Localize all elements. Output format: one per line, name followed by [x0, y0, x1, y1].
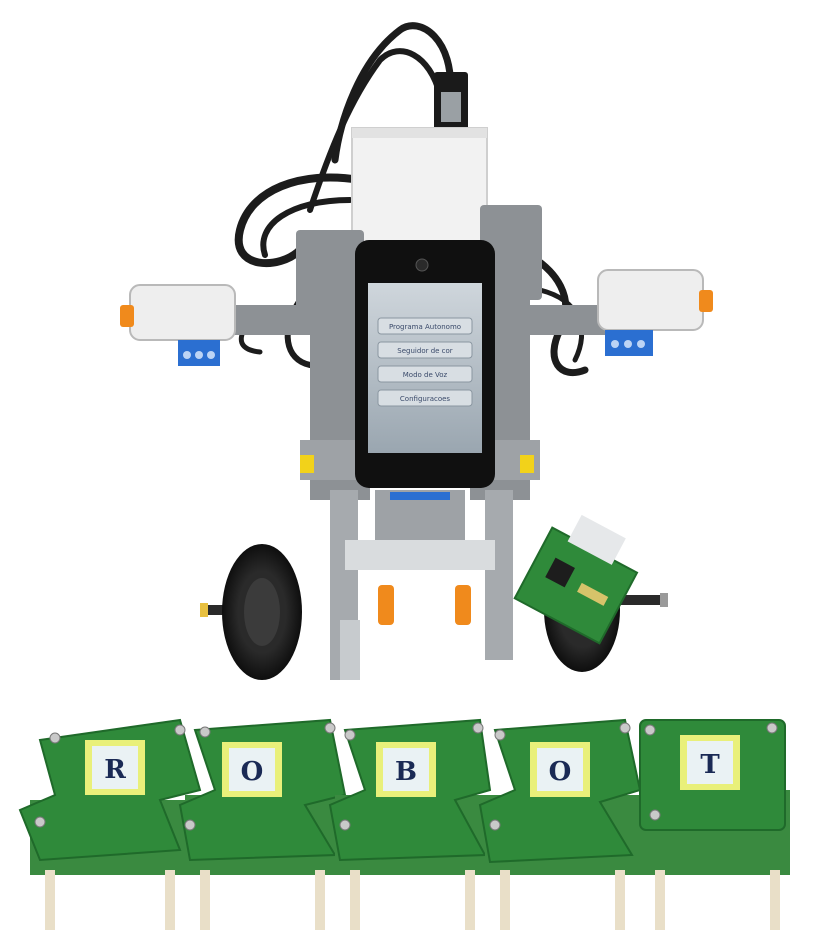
module-letter-1: R: [104, 755, 126, 785]
menu-item-1: Programa Autonomo: [389, 323, 461, 331]
module-4: O: [478, 718, 642, 930]
module-2: O: [178, 718, 347, 930]
module-5: T: [639, 719, 790, 930]
module-screws: [34, 722, 778, 831]
module-letter-5: T: [700, 750, 720, 780]
usb-plug: [434, 72, 468, 130]
menu-item-4: Configuracoes: [400, 395, 451, 403]
left-wheel: [200, 544, 302, 680]
module-letter-4: O: [549, 757, 572, 787]
module-3: B: [328, 718, 492, 930]
module-letter-2: O: [241, 757, 264, 787]
menu-item-2: Seguidor de cor: [397, 347, 453, 355]
module-row: R O B O: [18, 718, 790, 930]
menu-item-3: Modo de Voz: [403, 371, 448, 379]
adapter-box: [351, 127, 488, 247]
xbee-board: [513, 514, 639, 645]
screen-menu: Programa Autonomo Seguidor de cor Modo d…: [377, 317, 473, 407]
module-1: R: [18, 718, 202, 930]
phone: Programa Autonomo Seguidor de cor Modo d…: [355, 240, 495, 488]
module-letter-3: B: [395, 757, 417, 787]
